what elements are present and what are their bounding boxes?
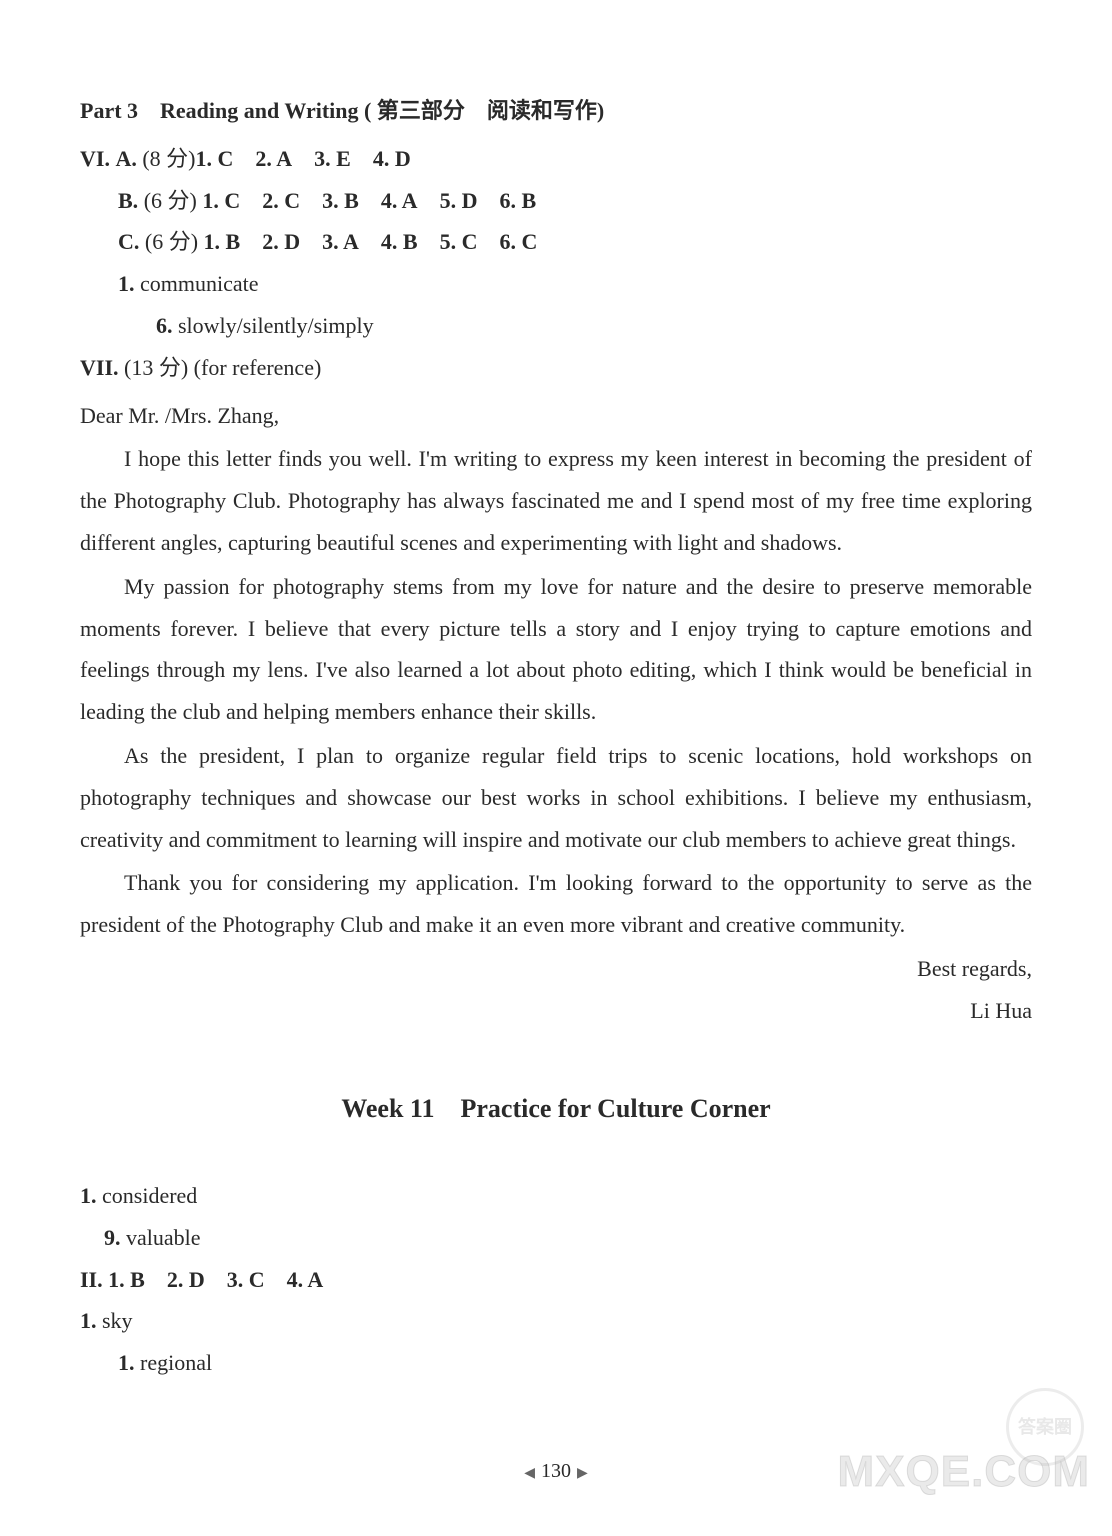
vii-label: VII. xyxy=(80,355,119,380)
w11-ii-4: 4. A xyxy=(287,1267,324,1292)
letter-signature: Li Hua xyxy=(80,990,1032,1032)
vi-a-points: (8 分) xyxy=(142,146,195,171)
vi-c-4: 4. B xyxy=(381,229,418,254)
vi-c-points: (6 分) xyxy=(145,229,198,254)
watermark-text: MXQE.COM xyxy=(838,1430,1090,1514)
part3-title: Part 3 Reading and Writing ( 第三部分 阅读和写作) xyxy=(80,90,1032,132)
w11-ii-3: 3. C xyxy=(227,1267,265,1292)
w11-iii-b-line: 1. regional xyxy=(80,1342,1032,1384)
letter-salutation: Dear Mr. /Mrs. Zhang, xyxy=(80,395,1032,437)
vi-b-line: B. (6 分) 1. C 2. C 3. B 4. A 5. D 6. B xyxy=(80,180,1032,222)
w11-i-line2: 9. valuable xyxy=(80,1217,1032,1259)
vi-d-line2: 6. slowly/silently/simply xyxy=(80,305,1032,347)
w11-iii-a-line: 1. sky xyxy=(80,1300,1032,1342)
letter-p4: Thank you for considering my application… xyxy=(80,862,1032,946)
vi-a-label: A. xyxy=(115,146,136,171)
vi-c-label: C. xyxy=(118,229,139,254)
vi-d-line1: 1. communicate xyxy=(80,263,1032,305)
vi-a-3: 3. E xyxy=(314,146,351,171)
vi-b-2: 2. C xyxy=(262,188,300,213)
vii-points: (13 分) xyxy=(124,355,188,380)
vi-b-6: 6. B xyxy=(499,188,536,213)
letter-p1: I hope this letter finds you well. I'm w… xyxy=(80,438,1032,563)
w11-ii-2: 2. D xyxy=(167,1267,205,1292)
w11-ii-1: 1. B xyxy=(108,1267,145,1292)
vi-a-2: 2. A xyxy=(255,146,292,171)
vi-b-1: 1. C xyxy=(202,188,240,213)
vi-c-line: C. (6 分) 1. B 2. D 3. A 4. B 5. C 6. C xyxy=(80,221,1032,263)
page-number-value: 130 xyxy=(541,1460,571,1482)
week11-title: Week 11 Practice for Culture Corner xyxy=(80,1084,1032,1133)
vi-b-points: (6 分) xyxy=(144,188,197,213)
vi-c-5: 5. C xyxy=(440,229,478,254)
vii-ref: (for reference) xyxy=(194,355,322,380)
vi-c-6: 6. C xyxy=(499,229,537,254)
vi-c-1: 1. B xyxy=(204,229,241,254)
vi-c-2: 2. D xyxy=(262,229,300,254)
letter-p2: My passion for photography stems from my… xyxy=(80,566,1032,733)
w11-ii-line: II. 1. B 2. D 3. C 4. A xyxy=(80,1259,1032,1301)
vi-a-line: VI. A. (8 分)1. C 2. A 3. E 4. D xyxy=(80,138,1032,180)
vi-a-1: 1. C xyxy=(196,146,234,171)
vi-b-4: 4. A xyxy=(381,188,418,213)
w11-ii-label: II. xyxy=(80,1267,103,1292)
letter-p3: As the president, I plan to organize reg… xyxy=(80,735,1032,860)
letter-closing: Best regards, xyxy=(80,948,1032,990)
page-left-icon: ◀ xyxy=(518,1466,541,1481)
vi-b-3: 3. B xyxy=(322,188,359,213)
vi-a-4: 4. D xyxy=(373,146,411,171)
vi-c-3: 3. A xyxy=(322,229,359,254)
vi-label: VI. xyxy=(80,146,110,171)
vi-b-5: 5. D xyxy=(440,188,478,213)
vii-line: VII. (13 分) (for reference) xyxy=(80,347,1032,389)
letter: Dear Mr. /Mrs. Zhang, I hope this letter… xyxy=(80,395,1032,1032)
page-right-icon: ▶ xyxy=(571,1466,594,1481)
w11-i-line1: 1. considered xyxy=(80,1175,1032,1217)
vi-b-label: B. xyxy=(118,188,138,213)
